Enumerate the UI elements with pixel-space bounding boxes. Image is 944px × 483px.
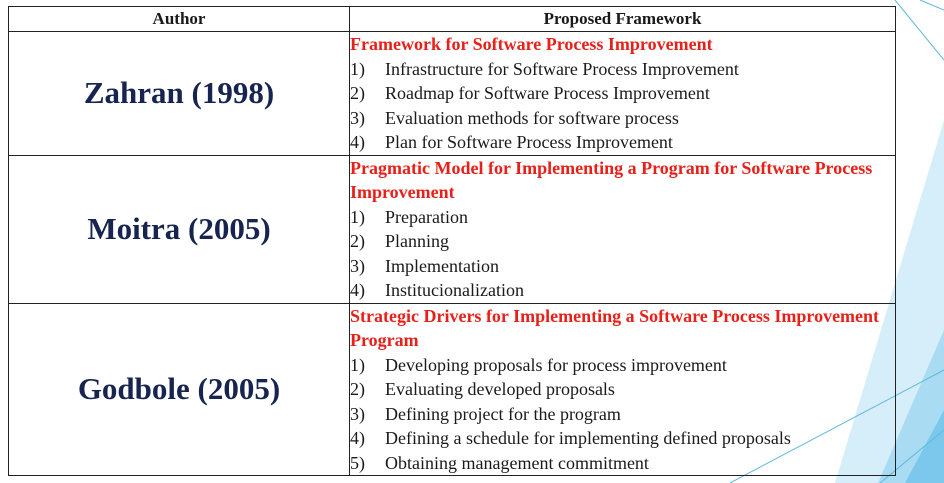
step-text: Defining a schedule for implementing def…: [385, 428, 791, 448]
author-cell: Zahran (1998): [8, 31, 350, 156]
step-text: Infrastructure for Software Process Impr…: [385, 58, 739, 79]
list-item: 3) Implementation: [350, 254, 895, 279]
table-row-godbole: Godbole (2005) Strategic Drivers for Imp…: [8, 302, 896, 476]
step-number: 4): [350, 132, 365, 152]
author-cell: Godbole (2005): [8, 302, 350, 476]
step-text: Planning: [385, 231, 450, 251]
step-number: 5): [350, 452, 365, 473]
framework-title: Framework for Software Process Improveme…: [350, 34, 713, 54]
step-number: 4): [350, 428, 365, 448]
author-column-header: Author: [8, 6, 350, 32]
framework-title: Pragmatic Model for Implementing a Progr…: [350, 157, 873, 203]
list-item: 2) Planning: [350, 229, 895, 254]
step-number: 3): [350, 403, 365, 424]
step-number: 2): [350, 83, 365, 103]
step-number: 2): [350, 379, 365, 399]
step-text: Implementation: [385, 255, 499, 276]
framework-cell: Strategic Drivers for Implementing a Sof…: [349, 302, 896, 476]
step-number: 4): [350, 280, 365, 300]
step-number: 2): [350, 231, 365, 251]
author-cell: Moitra (2005): [8, 154, 350, 304]
decor-line-2: [919, 0, 944, 11]
step-list: 1) Preparation 2) Planning 3) Implementatio…: [350, 205, 895, 303]
step-text: Evaluation methods for software process: [385, 107, 679, 128]
step-number: 1): [350, 58, 365, 79]
decor-shape-strong: [905, 410, 944, 483]
step-number: 3): [350, 255, 365, 276]
list-item: 3) Defining project for the program: [350, 402, 895, 427]
decor-line-1: [894, 0, 944, 61]
step-text: Institucionalization: [385, 280, 524, 300]
table-row-moitra: Moitra (2005) Pragmatic Model for Implem…: [8, 154, 896, 304]
table-row-zahran: Zahran (1998) Framework for Software Pro…: [8, 31, 896, 156]
step-number: 3): [350, 107, 365, 128]
list-item: 2) Evaluating developed proposals: [350, 377, 895, 402]
list-item: 4) Institucionalization: [350, 278, 895, 303]
list-item: 2) Roadmap for Software Process Improveme…: [350, 81, 895, 106]
step-text: Obtaining management commitment: [385, 452, 649, 473]
list-item: 1) Developing proposals for process impro…: [350, 353, 895, 378]
framework-table: Author Proposed Framework Zahran (1998) …: [8, 6, 896, 476]
framework-column-header: Proposed Framework: [349, 6, 896, 32]
list-item: 3) Evaluation methods for software proces…: [350, 106, 895, 131]
list-item: 1) Preparation: [350, 205, 895, 230]
step-text: Preparation: [385, 206, 468, 227]
framework-cell: Framework for Software Process Improveme…: [349, 31, 896, 156]
table-header-row: Author Proposed Framework: [8, 6, 896, 32]
step-text: Developing proposals for process improve…: [385, 354, 727, 375]
step-number: 1): [350, 206, 365, 227]
framework-title: Strategic Drivers for Implementing a Sof…: [350, 305, 880, 351]
list-item: 4) Plan for Software Process Improvement: [350, 130, 895, 155]
step-number: 1): [350, 354, 365, 375]
step-text: Evaluating developed proposals: [385, 379, 615, 399]
step-list: 1) Infrastructure for Software Process Im…: [350, 57, 895, 155]
step-text: Defining project for the program: [385, 403, 621, 424]
step-text: Roadmap for Software Process Improvement: [385, 83, 710, 103]
step-text: Plan for Software Process Improvement: [385, 132, 673, 152]
step-list: 1) Developing proposals for process impro…: [350, 353, 895, 476]
list-item: 1) Infrastructure for Software Process Im…: [350, 57, 895, 82]
framework-cell: Pragmatic Model for Implementing a Progr…: [349, 154, 896, 304]
list-item: 5) Obtaining management commitment: [350, 451, 895, 476]
list-item: 4) Defining a schedule for implementing d…: [350, 426, 895, 451]
